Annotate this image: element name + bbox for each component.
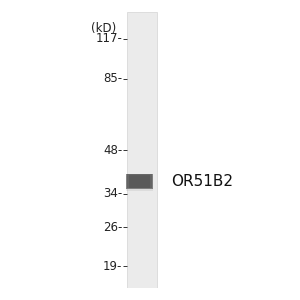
Text: 34-: 34- — [103, 187, 122, 200]
Text: 117-: 117- — [95, 32, 122, 45]
Text: OR51B2: OR51B2 — [171, 174, 233, 189]
Bar — [126, 174, 153, 189]
Text: 85-: 85- — [103, 72, 122, 86]
Text: 48-: 48- — [103, 144, 122, 157]
Bar — [127, 12, 157, 288]
Bar — [127, 174, 152, 188]
Bar — [126, 176, 153, 191]
Text: 19-: 19- — [103, 260, 122, 273]
Text: 26-: 26- — [103, 221, 122, 234]
Text: (kD): (kD) — [91, 22, 116, 35]
Bar — [129, 175, 150, 188]
